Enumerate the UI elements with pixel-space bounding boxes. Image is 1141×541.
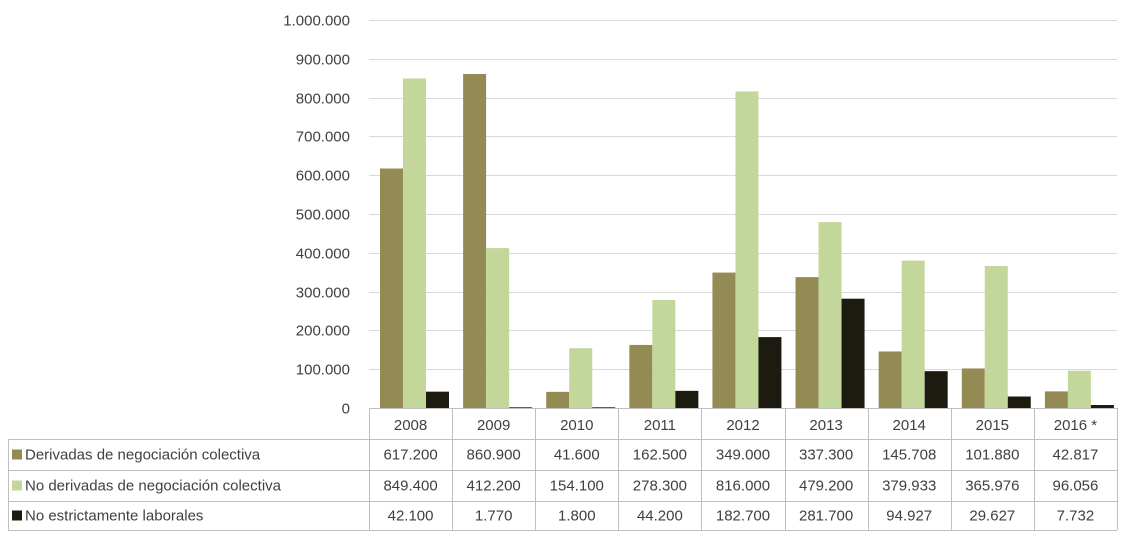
table-cell-value: 337.300 — [799, 447, 853, 464]
data-table: 2008 2009 2010 2011 2012 2013 2014 2015 2016 * De… — [8, 408, 1118, 531]
bar-3-2016 — [1090, 404, 1114, 408]
y-tick-label: 400.000 — [296, 246, 350, 263]
legend-label: Derivadas de negociación colectiva — [25, 447, 261, 464]
x-tick-label: 2012 — [726, 417, 759, 434]
bar-2-2013 — [818, 222, 842, 408]
legend-label: No estrictamente laborales — [25, 508, 203, 525]
table-cell-value: 94.927 — [886, 508, 932, 525]
y-tick-label: 0 — [342, 401, 350, 418]
bar-3-2008 — [426, 391, 449, 408]
bar-2-2012 — [735, 91, 759, 408]
table-cell-value: 1.800 — [558, 508, 596, 525]
table-cell-value: 162.500 — [633, 447, 687, 464]
y-tick-label: 900.000 — [296, 52, 350, 69]
y-tick-label: 200.000 — [296, 323, 350, 340]
bar-1-2014 — [878, 351, 902, 408]
bar-3-2011 — [675, 390, 699, 408]
table-cell-value: 41.600 — [554, 447, 600, 464]
bar-3-2014 — [924, 371, 948, 408]
table-cell-value: 349.000 — [716, 447, 770, 464]
table-cell-value: 365.976 — [965, 478, 1019, 495]
bar-1-2012 — [712, 272, 736, 408]
table-cell-value: 96.056 — [1052, 478, 1098, 495]
table-cell-value: 412.200 — [467, 478, 521, 495]
bar-1-2010 — [546, 391, 570, 408]
bar-1-2013 — [795, 277, 819, 408]
bar-2-2009 — [486, 248, 510, 408]
x-tick-label: 2015 — [976, 417, 1009, 434]
bars — [380, 73, 1114, 409]
bar-3-2012 — [758, 337, 782, 408]
table-cell-value: 42.817 — [1052, 447, 1098, 464]
y-tick-label: 700.000 — [296, 129, 350, 146]
x-tick-label: 2013 — [809, 417, 842, 434]
bar-1-2008 — [380, 168, 403, 408]
table-cell-value: 379.933 — [882, 478, 936, 495]
table-cell-value: 182.700 — [716, 508, 770, 525]
bar-1-2015 — [961, 368, 985, 408]
y-axis: 0 100.000 200.000 300.000 400.000 500.000 600.… — [283, 13, 350, 418]
table-cell-value: 44.200 — [637, 508, 683, 525]
bar-2-2010 — [569, 348, 593, 408]
bar-2-2008 — [403, 78, 426, 408]
bar-2-2016 — [1067, 370, 1091, 408]
x-tick-label: 2009 — [477, 417, 510, 434]
legend-swatch — [12, 510, 22, 521]
table-cell-value: 1.770 — [475, 508, 513, 525]
y-tick-label: 100.000 — [296, 362, 350, 379]
table-cell-value: 154.100 — [550, 478, 604, 495]
legend-label: No derivadas de negociación colectiva — [25, 478, 282, 495]
bar-3-2015 — [1007, 396, 1031, 408]
table-cell-value: 101.880 — [965, 447, 1019, 464]
y-tick-label: 300.000 — [296, 285, 350, 302]
table-cell-value: 145.708 — [882, 447, 936, 464]
bar-1-2011 — [629, 344, 653, 408]
y-tick-label: 800.000 — [296, 91, 350, 108]
bar-2-2015 — [984, 266, 1008, 408]
x-tick-label: 2010 — [560, 417, 593, 434]
bar-3-2010 — [592, 407, 616, 408]
y-tick-label: 600.000 — [296, 168, 350, 185]
table-cell-value: 42.100 — [388, 508, 434, 525]
x-tick-label: 2014 — [893, 417, 926, 434]
table-cell-value: 29.627 — [969, 508, 1015, 525]
table-cell-value: 281.700 — [799, 508, 853, 525]
table-cell-value: 617.200 — [383, 447, 437, 464]
legend-swatch — [12, 449, 22, 460]
table-cell-value: 479.200 — [799, 478, 853, 495]
bar-1-2009 — [463, 73, 487, 409]
y-tick-label: 500.000 — [296, 207, 350, 224]
bar-3-2013 — [841, 298, 865, 408]
bar-1-2016 — [1044, 391, 1068, 408]
bar-2-2014 — [901, 260, 925, 408]
table-cell-value: 7.732 — [1057, 508, 1095, 525]
table-cell-value: 860.900 — [467, 447, 521, 464]
x-tick-label: 2016 * — [1054, 417, 1098, 434]
table-cell-value: 278.300 — [633, 478, 687, 495]
table-cell-value: 849.400 — [383, 478, 437, 495]
x-tick-label: 2008 — [394, 417, 427, 434]
y-tick-label: 1.000.000 — [283, 13, 350, 30]
bar-3-2009 — [509, 407, 533, 408]
table-cell-value: 816.000 — [716, 478, 770, 495]
x-tick-label: 2011 — [644, 417, 676, 434]
legend-swatch — [12, 480, 22, 491]
bar-2-2011 — [652, 300, 676, 408]
